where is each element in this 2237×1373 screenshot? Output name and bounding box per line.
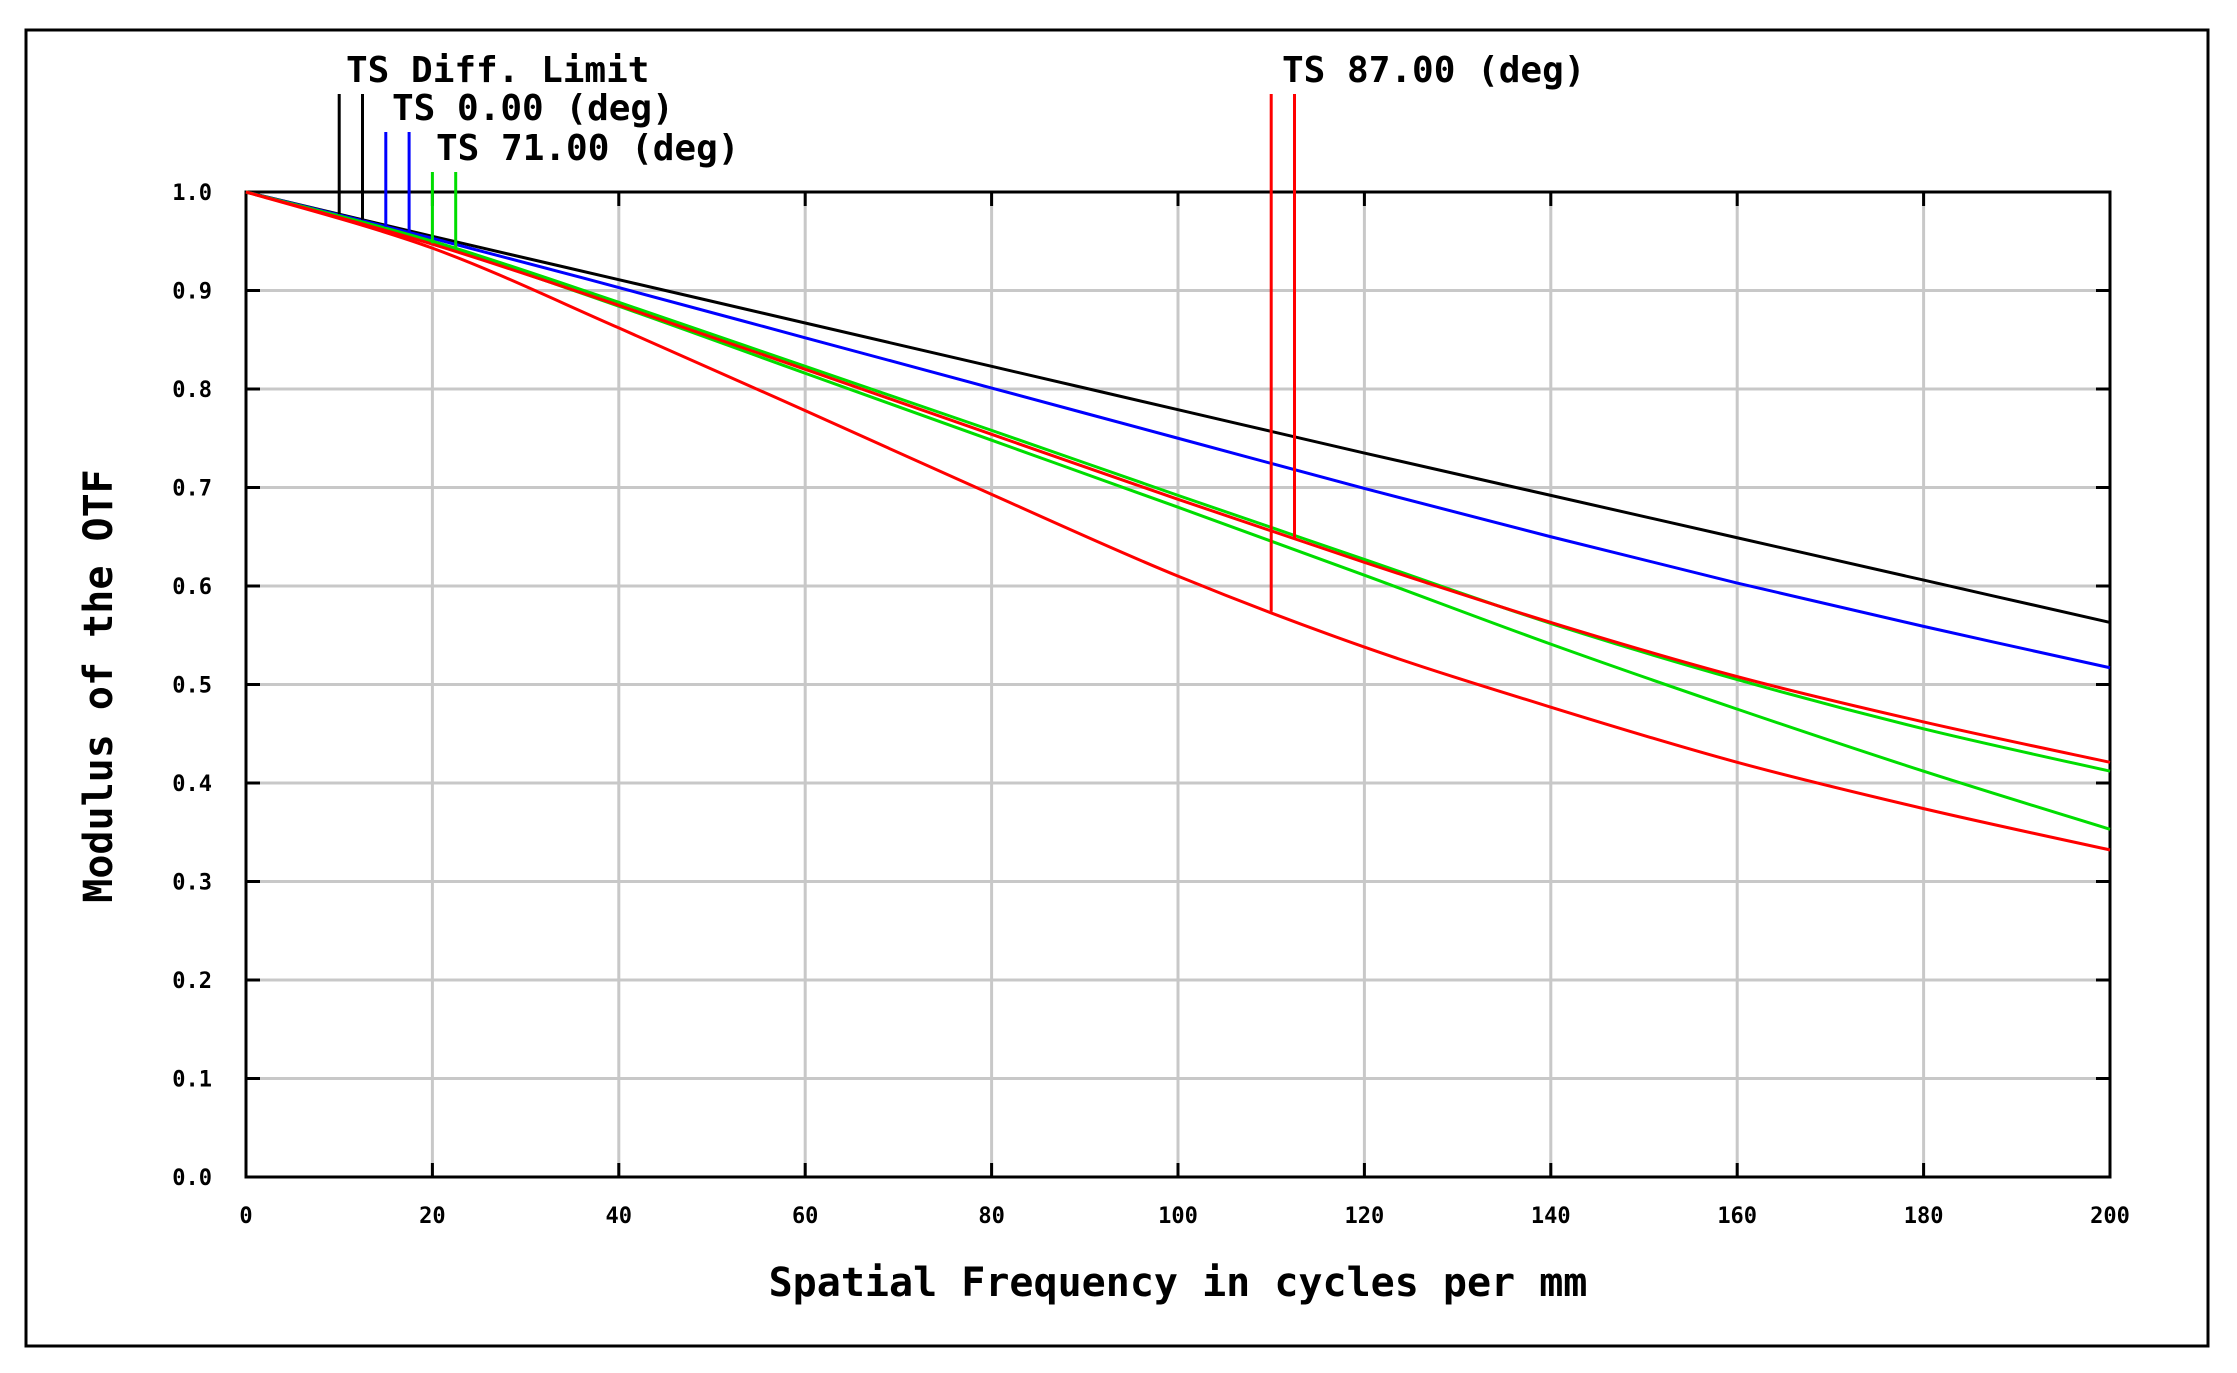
y-tick-label: 0.5 bbox=[172, 674, 212, 699]
legend-label: TS 0.00 (deg) bbox=[392, 88, 674, 129]
legend-label: TS Diff. Limit bbox=[346, 50, 649, 91]
y-axis-title: Modulus of the OTF bbox=[76, 469, 122, 902]
x-tick-label: 40 bbox=[606, 1204, 633, 1229]
x-tick-label: 80 bbox=[978, 1204, 1005, 1229]
y-tick-label: 0.8 bbox=[172, 378, 212, 403]
x-tick-label: 0 bbox=[239, 1204, 252, 1229]
x-tick-label: 160 bbox=[1717, 1204, 1757, 1229]
x-tick-label: 140 bbox=[1531, 1204, 1571, 1229]
y-tick-label: 0.7 bbox=[172, 477, 212, 502]
legend-label: TS 87.00 (deg) bbox=[1282, 50, 1585, 91]
x-axis-title: Spatial Frequency in cycles per mm bbox=[769, 1260, 1588, 1306]
series-line bbox=[245, 190, 2111, 773]
y-tick-label: 0.9 bbox=[172, 280, 212, 305]
y-tick-label: 1.0 bbox=[172, 181, 212, 206]
x-tick-label: 180 bbox=[1904, 1204, 1944, 1229]
y-tick-label: 0.0 bbox=[172, 1166, 212, 1191]
outer-frame bbox=[24, 28, 2210, 1348]
axis-ticks: 0 20 40 60 80 100 120 140 160 180 200 0.0 0.1 0.2 0.3 0… bbox=[172, 181, 2130, 1229]
x-tick-label: 100 bbox=[1158, 1204, 1198, 1229]
y-tick-label: 0.6 bbox=[172, 575, 212, 600]
y-tick-label: 0.2 bbox=[172, 969, 212, 994]
series-line bbox=[245, 190, 2111, 852]
x-tick-label: 200 bbox=[2090, 1204, 2130, 1229]
x-tick-label: 20 bbox=[419, 1204, 446, 1229]
series-lines bbox=[245, 190, 2111, 852]
series-line bbox=[245, 190, 2111, 624]
x-tick-label: 120 bbox=[1345, 1204, 1385, 1229]
y-tick-label: 0.3 bbox=[172, 871, 212, 896]
y-tick-label: 0.1 bbox=[172, 1068, 212, 1093]
x-tick-label: 60 bbox=[792, 1204, 819, 1229]
grid bbox=[246, 192, 2110, 1177]
legend-label: TS 71.00 (deg) bbox=[436, 128, 739, 169]
y-tick-label: 0.4 bbox=[172, 772, 212, 797]
series-line bbox=[245, 190, 2111, 764]
series-line bbox=[245, 190, 2111, 670]
